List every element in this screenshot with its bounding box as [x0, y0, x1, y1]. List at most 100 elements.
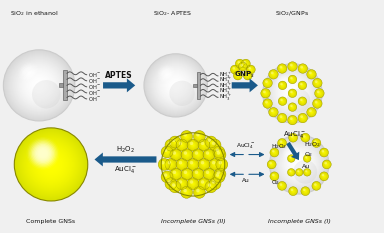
Circle shape	[191, 162, 195, 166]
Circle shape	[181, 183, 183, 185]
Circle shape	[177, 140, 187, 150]
Circle shape	[308, 109, 315, 116]
Circle shape	[161, 161, 164, 164]
Circle shape	[183, 151, 191, 159]
Circle shape	[33, 147, 69, 182]
Circle shape	[171, 138, 179, 146]
Circle shape	[308, 109, 314, 115]
Circle shape	[218, 172, 222, 176]
Circle shape	[305, 190, 306, 192]
Circle shape	[276, 75, 293, 91]
Circle shape	[266, 102, 269, 105]
Circle shape	[28, 138, 58, 168]
Circle shape	[201, 162, 207, 167]
Circle shape	[166, 140, 177, 151]
Circle shape	[217, 175, 221, 179]
Circle shape	[280, 140, 282, 143]
Text: OH$^-$: OH$^-$	[88, 83, 101, 91]
Circle shape	[216, 170, 224, 178]
Circle shape	[168, 77, 184, 93]
Circle shape	[270, 135, 329, 194]
Circle shape	[219, 161, 225, 167]
Circle shape	[265, 81, 270, 86]
Circle shape	[261, 89, 270, 98]
Circle shape	[263, 64, 322, 122]
Circle shape	[323, 152, 325, 153]
Circle shape	[207, 138, 215, 146]
Circle shape	[249, 68, 252, 71]
Circle shape	[208, 184, 214, 189]
Circle shape	[14, 60, 65, 111]
Circle shape	[190, 161, 196, 167]
Text: SiO$_2$/GNPs: SiO$_2$/GNPs	[275, 9, 310, 18]
Circle shape	[250, 69, 252, 70]
Circle shape	[212, 161, 218, 167]
Circle shape	[298, 114, 307, 122]
Circle shape	[271, 72, 276, 77]
Circle shape	[283, 83, 302, 103]
Circle shape	[151, 61, 200, 110]
Circle shape	[44, 158, 58, 171]
Circle shape	[12, 58, 66, 113]
Circle shape	[280, 116, 285, 120]
Circle shape	[30, 144, 72, 185]
Circle shape	[290, 91, 295, 96]
Circle shape	[30, 143, 73, 186]
Circle shape	[315, 102, 319, 106]
Circle shape	[290, 91, 295, 96]
Circle shape	[288, 62, 296, 71]
Circle shape	[240, 64, 245, 69]
Circle shape	[31, 145, 71, 184]
Circle shape	[35, 81, 43, 90]
Circle shape	[4, 51, 74, 120]
Circle shape	[272, 138, 326, 191]
Circle shape	[303, 135, 308, 140]
Circle shape	[323, 175, 325, 177]
Circle shape	[216, 170, 224, 178]
Circle shape	[283, 146, 299, 162]
Circle shape	[22, 135, 81, 194]
Circle shape	[33, 147, 69, 182]
Circle shape	[219, 154, 221, 156]
Circle shape	[168, 142, 174, 148]
Circle shape	[169, 162, 173, 166]
Circle shape	[289, 90, 296, 97]
Circle shape	[290, 91, 293, 93]
Text: OH$^-$: OH$^-$	[88, 95, 101, 103]
Circle shape	[42, 156, 60, 173]
Circle shape	[271, 173, 278, 179]
Circle shape	[320, 173, 328, 180]
Circle shape	[151, 61, 200, 110]
Circle shape	[26, 140, 76, 189]
Circle shape	[290, 65, 295, 69]
Circle shape	[179, 142, 185, 148]
Circle shape	[322, 160, 331, 169]
Circle shape	[289, 76, 296, 83]
Circle shape	[5, 51, 73, 120]
Circle shape	[192, 144, 194, 146]
Circle shape	[164, 174, 170, 180]
Circle shape	[166, 179, 175, 188]
Circle shape	[185, 172, 189, 176]
Circle shape	[322, 174, 326, 179]
Circle shape	[179, 143, 185, 148]
Circle shape	[173, 185, 177, 189]
Circle shape	[179, 181, 185, 186]
Circle shape	[187, 139, 199, 151]
Circle shape	[166, 179, 176, 189]
Circle shape	[269, 162, 274, 167]
Circle shape	[218, 161, 225, 168]
Circle shape	[169, 143, 173, 147]
Circle shape	[301, 187, 309, 195]
Circle shape	[290, 91, 295, 95]
Circle shape	[214, 183, 216, 185]
Circle shape	[170, 163, 172, 165]
Circle shape	[290, 105, 293, 107]
Circle shape	[206, 171, 209, 174]
Circle shape	[181, 163, 183, 165]
Circle shape	[302, 85, 303, 86]
Circle shape	[306, 157, 308, 160]
Circle shape	[175, 173, 177, 175]
Circle shape	[37, 151, 65, 178]
Circle shape	[277, 76, 291, 90]
